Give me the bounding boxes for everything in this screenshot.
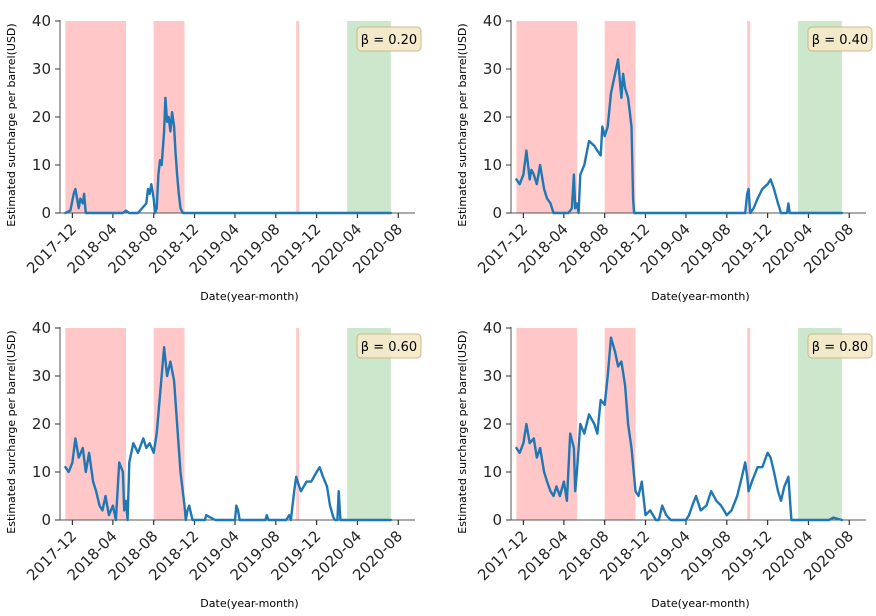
y-tick-label: 40 <box>483 319 502 337</box>
surge-span-2 <box>153 328 185 520</box>
y-tick-label: 10 <box>483 156 502 174</box>
y-tick-label: 0 <box>492 511 502 529</box>
surcharge-series-line <box>64 96 393 215</box>
y-tick-label: 40 <box>32 319 51 337</box>
recovery-span-4 <box>347 21 391 213</box>
y-tick-label: 20 <box>32 415 51 433</box>
y-tick-label: 30 <box>32 367 51 385</box>
y-tick-label: 20 <box>483 415 502 433</box>
y-tick-label: 10 <box>32 463 51 481</box>
surge-span-3 <box>747 21 751 213</box>
y-axis-title: Estimated surcharge per barrel(USD) <box>456 23 469 226</box>
y-tick-label: 10 <box>32 156 51 174</box>
beta-badge <box>356 26 422 52</box>
recovery-span-4 <box>347 328 391 520</box>
beta-label: β = 0.20 <box>361 33 417 48</box>
y-tick-label: 0 <box>492 204 502 222</box>
beta-badge <box>356 333 422 359</box>
beta-label: β = 0.40 <box>812 33 868 48</box>
surge-span-3 <box>296 328 300 520</box>
surcharge-series-line <box>515 336 844 522</box>
recovery-span-4 <box>798 21 842 213</box>
y-tick-label: 0 <box>41 511 51 529</box>
y-tick-label: 30 <box>483 60 502 78</box>
chart-panel-4: 0102030402017-122018-042018-082018-12201… <box>456 319 873 610</box>
x-axis-title: Date(year-month) <box>651 290 749 303</box>
y-tick-label: 30 <box>32 60 51 78</box>
beta-label: β = 0.80 <box>812 340 868 355</box>
chart-panel-2: 0102030402017-122018-042018-082018-12201… <box>456 12 873 303</box>
y-tick-label: 20 <box>32 108 51 126</box>
surge-span-3 <box>747 328 751 520</box>
beta-badge <box>807 333 873 359</box>
surge-span-3 <box>296 21 300 213</box>
y-tick-label: 40 <box>32 12 51 30</box>
chart-panel-3: 0102030402017-122018-042018-082018-12201… <box>5 319 422 610</box>
y-tick-label: 40 <box>483 12 502 30</box>
beta-label: β = 0.60 <box>361 340 417 355</box>
surcharge-series-line <box>64 346 393 522</box>
y-axis-title: Estimated surcharge per barrel(USD) <box>456 330 469 533</box>
chart-panel-1: 0102030402017-122018-042018-082018-12201… <box>5 12 422 303</box>
y-tick-label: 0 <box>41 204 51 222</box>
y-tick-label: 20 <box>483 108 502 126</box>
y-tick-label: 30 <box>483 367 502 385</box>
surge-span-1 <box>516 21 577 213</box>
surge-span-1 <box>65 21 126 213</box>
y-axis-title: Estimated surcharge per barrel(USD) <box>5 330 18 533</box>
y-tick-label: 10 <box>483 463 502 481</box>
x-axis-title: Date(year-month) <box>651 597 749 610</box>
x-axis-title: Date(year-month) <box>200 597 298 610</box>
recovery-span-4 <box>798 328 842 520</box>
surcharge-series-line <box>515 58 844 215</box>
y-axis-title: Estimated surcharge per barrel(USD) <box>5 23 18 226</box>
beta-badge <box>807 26 873 52</box>
x-axis-title: Date(year-month) <box>200 290 298 303</box>
